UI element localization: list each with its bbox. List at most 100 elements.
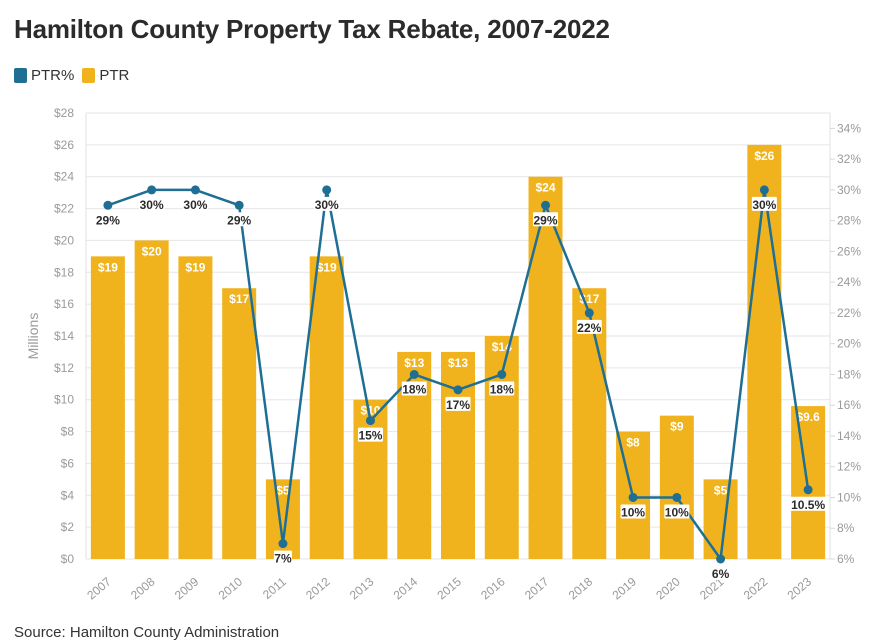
- bar: [353, 399, 388, 559]
- line-point: [322, 185, 332, 195]
- bar: [659, 415, 694, 559]
- line-label: 30%: [183, 198, 207, 212]
- x-tick-label: 2016: [478, 574, 508, 602]
- bar-label: $26: [754, 149, 774, 163]
- line-series: [103, 185, 813, 564]
- legend: PTR% PTR: [14, 67, 137, 84]
- legend-item-ptr[interactable]: PTR: [82, 67, 129, 84]
- legend-swatch-ptr: [82, 68, 96, 83]
- line-label: 6%: [712, 567, 730, 581]
- bar: [222, 288, 257, 559]
- y2-tick-label: 10%: [837, 490, 861, 504]
- y2-tick-label: 16%: [837, 398, 861, 412]
- y2-tick-label: 20%: [837, 337, 861, 351]
- bar: [441, 351, 475, 559]
- y2-tick-label: 34%: [837, 121, 861, 135]
- y-tick-label: $4: [61, 488, 75, 502]
- y-tick-label: $20: [54, 233, 74, 247]
- line-label: 29%: [96, 213, 120, 227]
- bar-label: $13: [404, 356, 424, 370]
- legend-label-ptr: PTR: [99, 67, 130, 84]
- bar-label: $13: [448, 356, 468, 370]
- line-label-bg: [226, 212, 252, 227]
- bar-label: $5: [714, 483, 728, 497]
- y-axis-title: Millions: [25, 313, 41, 360]
- bar: [134, 240, 169, 559]
- line-label-bg: [489, 381, 515, 396]
- y-tick-label: $2: [61, 520, 75, 534]
- x-tick-label: 2007: [84, 574, 114, 602]
- source-note: Source: Hamilton County Administration: [14, 624, 280, 641]
- x-tick-label: 2020: [653, 574, 683, 602]
- line-label: 10%: [621, 505, 645, 519]
- line-label-bg: [788, 496, 828, 511]
- y-axis-left: $0 $2 $4 $6 $8 $10 $12 $14 $16 $18 $20 $22 $24 $26 $28: [54, 106, 74, 566]
- bar-label: $19: [185, 260, 205, 274]
- line-label: 18%: [490, 382, 514, 396]
- legend-label-ptr-percent: PTR%: [31, 67, 75, 84]
- line-label: 30%: [140, 198, 164, 212]
- line-label: 17%: [446, 398, 470, 412]
- line-label: 15%: [358, 429, 382, 443]
- line-label-bg: [445, 396, 471, 411]
- line-point: [190, 185, 200, 195]
- line-label-bg: [576, 319, 602, 334]
- line-point: [103, 200, 113, 210]
- y-tick-label: $26: [54, 138, 74, 152]
- x-tick-label: 2011: [260, 574, 289, 602]
- y-tick-label: $6: [61, 456, 75, 470]
- line-point: [628, 492, 638, 502]
- line-label-bg: [620, 504, 646, 519]
- bar-label: $9.6: [796, 410, 820, 424]
- line-label: 30%: [315, 198, 339, 212]
- line-label: 7%: [274, 552, 292, 566]
- y2-tick-label: 26%: [837, 244, 861, 258]
- bar-label: $17: [229, 292, 249, 306]
- line-label-bg: [664, 504, 690, 519]
- line-label-bg: [273, 550, 292, 565]
- line-label: 30%: [752, 198, 776, 212]
- bar: [90, 256, 125, 559]
- bar-label: $5: [276, 483, 290, 497]
- line-label-bg: [182, 196, 208, 211]
- bar-label: $24: [536, 181, 556, 195]
- x-tick-label: 2009: [172, 574, 202, 602]
- y-tick-label: $8: [61, 425, 75, 439]
- line-point: [409, 369, 419, 379]
- line-label-bg: [751, 196, 777, 211]
- bar: [178, 256, 213, 559]
- line-label: 10.5%: [791, 498, 825, 512]
- line-point: [453, 385, 463, 395]
- line-point: [716, 554, 726, 564]
- line-point: [147, 185, 157, 195]
- y-tick-label: $14: [54, 329, 74, 343]
- line-point: [672, 492, 682, 502]
- line-label-bg: [314, 196, 340, 211]
- line-label-bg: [401, 381, 427, 396]
- y2-tick-label: 32%: [837, 152, 861, 166]
- x-tick-label: 2018: [566, 574, 596, 602]
- bar-series: [90, 144, 826, 559]
- y-tick-label: $24: [54, 170, 74, 184]
- x-tick-label: 2008: [128, 574, 158, 602]
- line-point: [497, 369, 507, 379]
- x-tick-label: 2014: [391, 574, 421, 602]
- x-tick-label: 2010: [216, 574, 246, 602]
- y-tick-label: $0: [61, 552, 75, 566]
- line-label-bg: [139, 196, 165, 211]
- bar: [528, 176, 563, 559]
- y2-tick-label: 8%: [837, 521, 855, 535]
- legend-item-ptr-percent[interactable]: PTR%: [14, 67, 74, 84]
- legend-swatch-ptr-percent: [14, 68, 27, 83]
- x-tick-label: 2013: [347, 574, 377, 602]
- line-point: [803, 485, 813, 495]
- line-label-bg: [357, 427, 383, 442]
- line-point: [278, 539, 288, 549]
- y-tick-label: $28: [54, 106, 74, 120]
- y-tick-label: $18: [54, 265, 74, 279]
- x-tick-label: 2012: [303, 574, 333, 602]
- line-label-bg: [533, 212, 559, 227]
- bar-label: $19: [317, 260, 337, 274]
- line-point: [234, 200, 244, 210]
